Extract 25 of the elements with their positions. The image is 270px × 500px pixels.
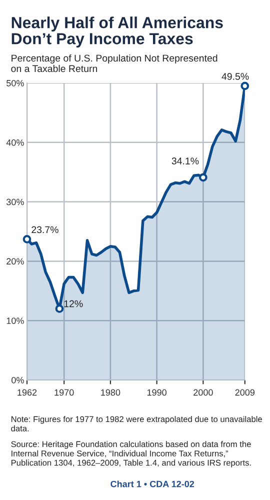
text: Note: Figures for 1977 to 1982 were extrapolated due to unavailable data. — [11, 416, 262, 432]
y-tick-label: 40% — [6, 139, 24, 146]
x-tick-label: 1990 — [147, 389, 166, 396]
y-tick-label: 0% — [12, 376, 24, 384]
point — [198, 173, 208, 182]
point — [240, 82, 250, 90]
point — [22, 235, 32, 244]
y-tick-label: 10% — [6, 318, 24, 324]
y-tick-label: 50% — [6, 80, 24, 86]
y-tick-label: 20% — [6, 258, 24, 265]
x-tick-label: 2009 — [235, 389, 255, 396]
source-note: Source: Heritage Foundation calculations based on data from the Internal Revenue Service, “Individual Income Tax Returns,” Publication 1304, 1962–2009, Table 1.4, and various IRS reports. — [11, 441, 251, 468]
x-tick-label: 1980 — [101, 389, 120, 396]
chart-subtitle: Percentage of U.S. Population Not Represented on a Taxable Return — [11, 54, 218, 72]
x-tick-label: 2000 — [194, 389, 213, 396]
annotation: 49.5% — [222, 72, 249, 80]
caption: Chart 1 • CDA 12-02 — [110, 480, 194, 488]
annotation: 12% — [64, 300, 83, 308]
x-tick-label: 1970 — [54, 389, 74, 396]
annotation: 34.1% — [172, 158, 199, 164]
point — [55, 304, 64, 313]
x-tick-label: 1962 — [18, 389, 37, 396]
y-tick-label: 30% — [6, 198, 24, 206]
annotation: 23.7% — [32, 226, 58, 234]
chart-title: Nearly Half of All Americans Don’t Pay Income Taxes — [12, 16, 223, 48]
